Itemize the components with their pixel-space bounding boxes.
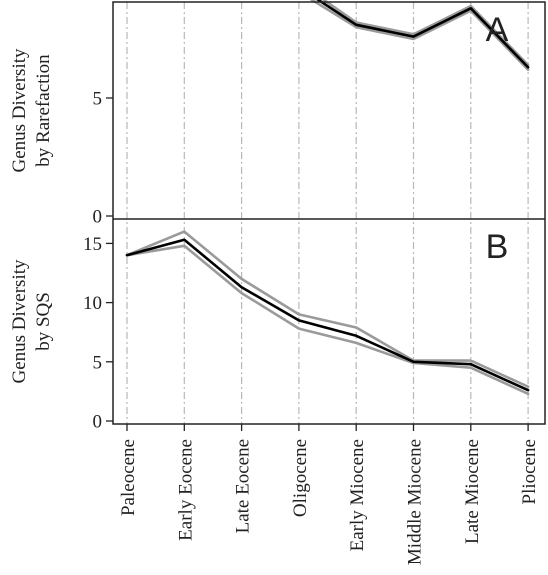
x-tick-label-6: Late Miocene — [462, 439, 483, 544]
grid-layer — [126, 2, 529, 424]
x-tick-label-0: Paleocene — [118, 439, 139, 516]
x-tick-label-4: Early Miocene — [347, 439, 368, 551]
y-tick-label-panel-B-15: 15 — [83, 234, 102, 255]
series-layer — [125, 0, 530, 396]
series-line-panel-B-mean — [125, 238, 530, 392]
x-tick-label-2: Late Eocene — [233, 439, 254, 533]
y-axis-title-line-2: by Rarefaction — [33, 54, 54, 167]
x-tick-label-5: Middle Miocene — [405, 439, 426, 565]
series-line-panel-B-upper — [125, 230, 530, 389]
series-line-panel-A-lower — [309, 0, 530, 71]
x-tick-label-7: Pliocene — [519, 439, 540, 504]
panel-label-B: B — [486, 228, 509, 266]
x-tick-label-3: Oligocene — [290, 439, 311, 517]
plot-frame — [112, 1, 546, 425]
y-axis-title-line-1: Genus Diversity — [9, 48, 30, 173]
frame-layer — [106, 1, 546, 431]
y-tick-label-panel-A-5: 5 — [93, 89, 103, 110]
series-line-panel-B-lower — [125, 244, 530, 396]
y-tick-label-panel-B-5: 5 — [93, 352, 103, 373]
panel-label-A: A — [486, 11, 509, 49]
y-tick-label-panel-B-10: 10 — [83, 293, 102, 314]
y-axis-title-panel-B: Genus Diversity by SQS — [9, 259, 54, 384]
y-tick-label-panel-B-0: 0 — [93, 412, 103, 433]
y-axis-title-panel-A: Genus Diversity by Rarefaction — [9, 48, 54, 173]
series-line-panel-A-mean — [316, 0, 530, 69]
x-tick-label-1: Early Eocene — [175, 439, 196, 541]
y-tick-label-panel-A-0: 0 — [93, 207, 103, 228]
y-axis-title-line-2: by SQS — [33, 292, 54, 351]
y-axis-title-line-1: Genus Diversity — [9, 259, 30, 384]
